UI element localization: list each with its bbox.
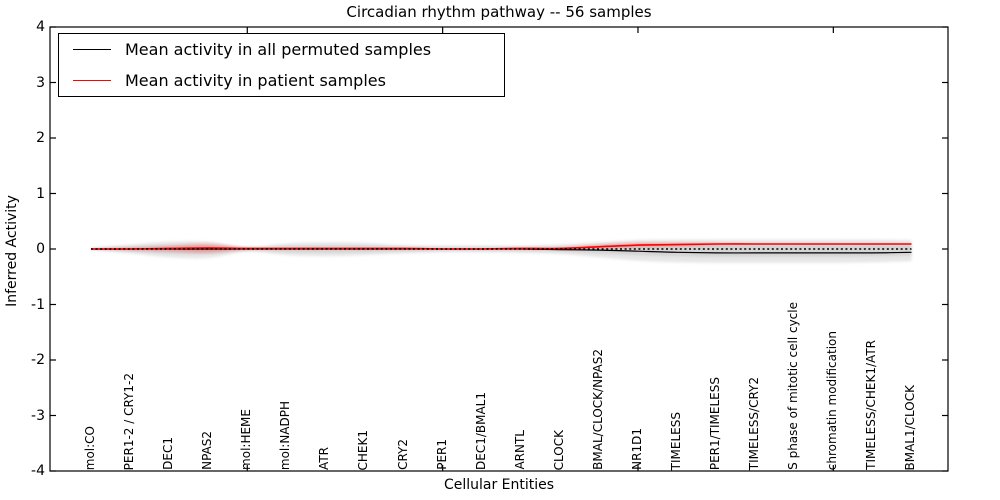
x-tick-label: ATR xyxy=(317,447,332,470)
legend-item-permuted: Mean activity in all permuted samples xyxy=(59,34,504,65)
y-tick-label: 3 xyxy=(36,74,45,91)
x-tick-label: TIMELESS xyxy=(669,411,684,470)
y-tick-label: -4 xyxy=(31,463,45,479)
x-tick-label: PER1/TIMELESS xyxy=(708,376,723,470)
band-permuted-samples-spread-inner xyxy=(91,243,912,257)
x-tick-label: DEC1/BMAL1 xyxy=(473,392,488,470)
legend: Mean activity in all permuted samples Me… xyxy=(58,33,505,97)
x-tick-label: PER1-2 / CRY1-2 xyxy=(122,372,137,470)
x-tick-label: TIMELESS/CHEK1/ATR xyxy=(864,340,879,470)
x-tick-label: mol:CO xyxy=(83,425,97,470)
legend-line-patient-icon xyxy=(73,80,111,81)
x-tick-label: CLOCK xyxy=(551,429,566,470)
x-tick-label: ARNTL xyxy=(512,430,527,470)
x-tick-label: CRY2 xyxy=(395,439,410,470)
x-axis-title: Cellular Entities xyxy=(443,477,555,493)
y-tick-label: -1 xyxy=(31,296,45,313)
x-tick-label: NR1D1 xyxy=(629,428,644,470)
legend-label-patient: Mean activity in patient samples xyxy=(125,71,386,90)
y-tick-label: -3 xyxy=(31,407,45,424)
y-tick-label: 2 xyxy=(36,130,45,146)
y-tick-label: 4 xyxy=(36,19,45,35)
x-tick-label: chromatin modification xyxy=(825,330,840,470)
x-tick-label: CHEK1 xyxy=(356,429,371,471)
legend-line-permuted-icon xyxy=(73,49,111,50)
band-patient-samples-spread-outer xyxy=(91,242,912,254)
x-tick-label: BMAL/CLOCK/NPAS2 xyxy=(590,349,605,470)
y-tick-label: 0 xyxy=(36,241,45,257)
x-tick-label: mol:HEME xyxy=(239,409,254,470)
legend-label-permuted: Mean activity in all permuted samples xyxy=(125,40,432,59)
x-tick-label: PER1 xyxy=(434,439,449,470)
x-tick-label: mol:NADPH xyxy=(278,400,293,470)
x-tick-label: TIMELESS/CRY2 xyxy=(747,376,762,470)
x-tick-label: DEC1 xyxy=(161,437,176,470)
legend-item-patient: Mean activity in patient samples xyxy=(59,65,504,96)
y-tick-label: 1 xyxy=(36,185,45,202)
x-tick-label: BMAL1/CLOCK xyxy=(903,384,918,471)
x-tick-label: S phase of mitotic cell cycle xyxy=(786,302,801,470)
y-tick-label: -2 xyxy=(31,352,45,368)
x-tick-label: NPAS2 xyxy=(200,431,215,470)
chart-title: Circadian rhythm pathway -- 56 samples xyxy=(346,3,652,21)
